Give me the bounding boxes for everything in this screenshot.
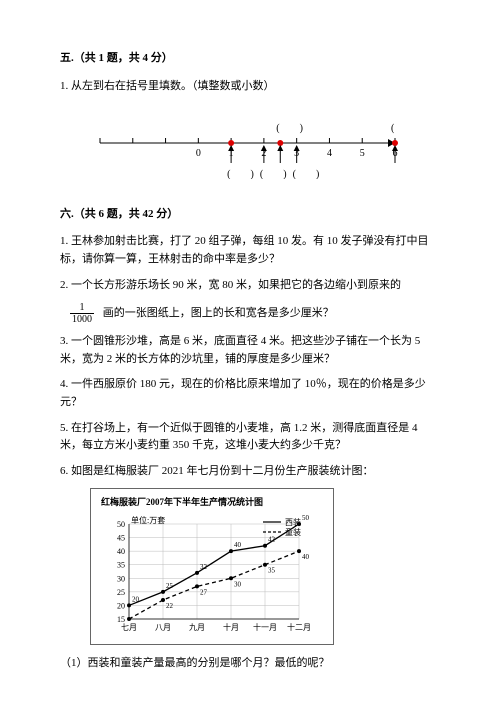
- svg-text:30: 30: [117, 574, 125, 583]
- svg-text:( ): ( ): [293, 169, 320, 179]
- svg-text:27: 27: [200, 588, 208, 596]
- svg-text:4: 4: [327, 148, 332, 159]
- svg-text:35: 35: [117, 560, 125, 569]
- q6-3: 3. 一个圆锥形沙堆，高是 6 米，底面直径 4 米。把这些沙子铺在一个长为 5…: [60, 333, 440, 368]
- svg-text:30: 30: [234, 580, 242, 588]
- svg-text:童装: 童装: [285, 527, 301, 537]
- svg-text:5: 5: [360, 148, 365, 159]
- svg-text:25: 25: [117, 588, 125, 597]
- fraction-den: 1000: [70, 314, 94, 325]
- svg-text:20: 20: [132, 595, 140, 603]
- svg-text:32: 32: [200, 563, 208, 571]
- q6-2a: 2. 一个长方形游乐场长 90 米，宽 80 米，如果把它的各边缩小到原来的: [60, 279, 401, 291]
- section-6-title: 六.（共 6 题，共 42 分）: [60, 206, 440, 224]
- svg-text:七月: 七月: [121, 623, 137, 632]
- svg-text:十月: 十月: [223, 622, 239, 632]
- svg-text:35: 35: [268, 566, 276, 574]
- svg-text:( ): ( ): [391, 123, 410, 134]
- svg-text:50: 50: [117, 520, 125, 529]
- fraction-1-1000: 1 1000: [70, 302, 94, 325]
- svg-text:20: 20: [117, 601, 125, 610]
- number-line: 0123456( )( )( )( )( ): [90, 109, 440, 186]
- svg-text:十二月: 十二月: [287, 622, 311, 632]
- fraction-num: 1: [70, 302, 94, 314]
- q6-2-line2: 1 1000 画的一张图纸上，图上的长和宽各是多少厘米？: [70, 302, 440, 325]
- svg-text:45: 45: [117, 533, 125, 542]
- svg-text:50: 50: [302, 514, 310, 522]
- q6-4: 4. 一件西服原价 180 元，现在的价格比原来增加了 10％，现在的价格是多少…: [60, 376, 440, 411]
- q5-1: 1. 从左到右在括号里填数。（填整数或小数）: [60, 78, 440, 96]
- svg-text:40: 40: [117, 547, 125, 556]
- svg-text:25: 25: [166, 582, 174, 590]
- svg-text:十一月: 十一月: [253, 622, 277, 632]
- q6-2b: 画的一张图纸上，图上的长和宽各是多少厘米？: [103, 307, 334, 319]
- chart-title: 红梅服装厂2007年下半年生产情况统计图: [101, 495, 325, 509]
- q6-6: 6. 如图是红梅服装厂 2021 年七月份到十二月份生产服装统计图：: [60, 463, 440, 481]
- svg-text:0: 0: [196, 148, 201, 159]
- line-chart: 红梅服装厂2007年下半年生产情况统计图 1520253035404550单位:…: [90, 488, 440, 645]
- svg-text:40: 40: [234, 541, 242, 549]
- svg-text:九月: 九月: [189, 623, 205, 632]
- svg-text:西装: 西装: [285, 517, 301, 527]
- section-5-title: 五.（共 1 题，共 4 分）: [60, 50, 440, 68]
- svg-text:42: 42: [268, 535, 276, 543]
- svg-text:40: 40: [302, 553, 310, 561]
- svg-text:( ): ( ): [276, 123, 303, 134]
- q6-2: 2. 一个长方形游乐场长 90 米，宽 80 米，如果把它的各边缩小到原来的: [60, 277, 440, 295]
- svg-text:八月: 八月: [155, 623, 171, 632]
- svg-text:22: 22: [166, 602, 174, 610]
- q6-6-sub1: （1）西装和童装产量最高的分别是哪个月？最低的呢？: [60, 655, 440, 673]
- svg-text:( ): ( ): [227, 169, 254, 179]
- svg-text:单位:万套: 单位:万套: [131, 515, 165, 525]
- q6-1: 1. 王林参加射击比赛，打了 20 组子弹，每组 10 发。有 10 发子弹没有…: [60, 233, 440, 268]
- q6-5: 5. 在打谷场上，有一个近似于圆锥的小麦堆，高 1.2 米，测得底面直径是 4 …: [60, 420, 440, 455]
- svg-text:( ): ( ): [260, 169, 287, 179]
